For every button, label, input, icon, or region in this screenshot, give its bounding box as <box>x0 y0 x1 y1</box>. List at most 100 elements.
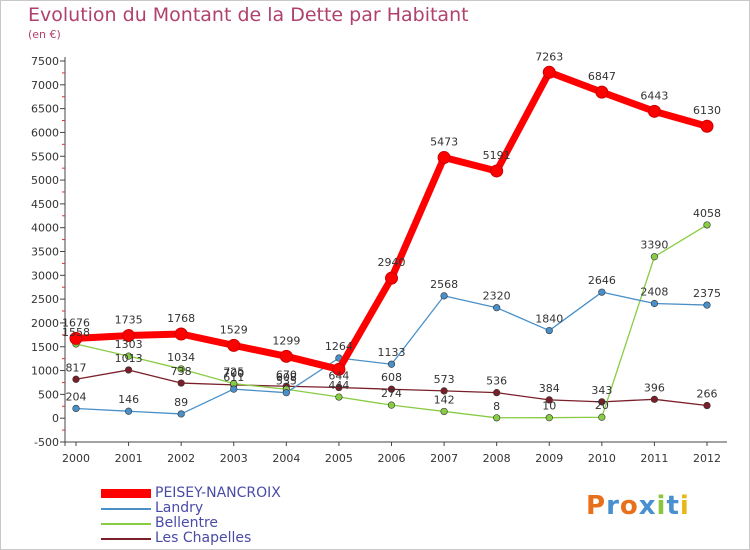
data-point <box>279 349 293 363</box>
series-lines <box>69 65 714 422</box>
data-label: 1034 <box>167 351 195 364</box>
logo-letter: i <box>679 491 690 521</box>
data-label: 611 <box>223 371 244 384</box>
data-point <box>650 253 659 261</box>
data-label: 2375 <box>693 287 721 300</box>
x-tick-label: 2012 <box>693 452 721 465</box>
data-label: 2940 <box>378 256 406 269</box>
data-point <box>177 365 185 373</box>
data-label: 396 <box>644 381 665 394</box>
data-point <box>703 401 711 410</box>
data-point <box>598 288 606 296</box>
x-tick-label: 2008 <box>483 452 511 465</box>
data-label: 536 <box>486 375 507 388</box>
y-tick-label: 7000 <box>31 79 59 92</box>
x-tick-label: 2001 <box>115 452 143 465</box>
data-label: 142 <box>434 393 455 406</box>
data-point <box>230 385 238 393</box>
data-label: 4058 <box>693 207 721 220</box>
logo-letter: r <box>606 491 620 521</box>
legend-label: Bellentre <box>155 515 219 531</box>
x-tick-label: 2005 <box>325 452 353 465</box>
data-point <box>282 389 290 397</box>
data-point <box>545 414 553 422</box>
data-point <box>493 414 501 422</box>
data-label: 10 <box>542 400 556 413</box>
data-point <box>387 360 396 368</box>
data-point <box>650 299 659 308</box>
data-point <box>387 385 396 393</box>
data-label: 1529 <box>220 323 248 336</box>
data-point <box>703 301 711 309</box>
data-label: 738 <box>171 365 192 378</box>
data-label: 725 <box>223 366 244 379</box>
data-point <box>545 396 553 404</box>
x-tick-label: 2006 <box>378 452 406 465</box>
legend-swatch <box>101 523 151 525</box>
data-point <box>124 407 133 415</box>
y-tick-label: 2500 <box>31 293 59 306</box>
data-label: 5191 <box>483 149 511 162</box>
legend-swatch <box>101 538 151 540</box>
data-point <box>703 221 711 229</box>
data-label: 700 <box>223 367 244 380</box>
x-tick-label: 2004 <box>272 452 300 465</box>
data-label: 535 <box>276 375 297 388</box>
y-tick-label: 5000 <box>31 174 59 187</box>
x-tick-label: 2009 <box>535 452 563 465</box>
y-tick-label: 2000 <box>31 317 59 330</box>
data-label: 6130 <box>693 104 721 117</box>
data-point <box>595 85 609 99</box>
data-label: 1133 <box>378 346 406 359</box>
y-tick-label: 3500 <box>31 246 59 259</box>
x-tick-label: 2011 <box>640 452 668 465</box>
y-tick-label: 1000 <box>31 365 59 378</box>
data-label: 2568 <box>430 278 458 291</box>
y-tick-label: 4000 <box>31 222 59 235</box>
data-label: 266 <box>697 388 718 401</box>
data-label: 2646 <box>588 274 616 287</box>
legend-swatch <box>101 489 151 498</box>
axes: -500 0 500 1000 1500 2000 2500 3000 3500 4000 4500… <box>31 55 727 465</box>
data-point <box>598 413 606 421</box>
legend-swatch <box>101 508 151 510</box>
data-label: 146 <box>118 393 139 406</box>
data-label: 6847 <box>588 70 616 83</box>
y-tick-label: 500 <box>38 388 59 401</box>
data-point <box>647 104 661 118</box>
data-point <box>124 366 133 374</box>
data-label: 2320 <box>483 290 511 303</box>
data-label: 384 <box>539 382 560 395</box>
data-point <box>174 327 188 341</box>
data-point <box>440 407 448 416</box>
data-label: 608 <box>276 371 297 384</box>
legend-label: Les Chapelles <box>155 530 252 546</box>
data-label: 2408 <box>640 286 668 299</box>
data-point <box>490 164 504 178</box>
data-point <box>440 387 448 395</box>
data-point <box>332 362 346 376</box>
data-label: 1299 <box>272 334 300 347</box>
data-label: 1735 <box>115 314 143 327</box>
logo-letter: o <box>619 491 639 521</box>
data-label: 1303 <box>115 338 143 351</box>
data-point <box>493 389 501 397</box>
data-point <box>335 393 343 401</box>
y-tick-label: -500 <box>34 436 59 449</box>
data-label: 343 <box>591 384 612 397</box>
data-label: 670 <box>276 368 297 381</box>
data-labels: 817 1013 738 700 670 644 608 573 536 384 343 396 266… <box>62 50 721 413</box>
y-tick-label: 6000 <box>31 126 59 139</box>
data-label: 817 <box>66 361 87 374</box>
data-point <box>124 352 133 360</box>
data-point <box>177 410 185 418</box>
data-point <box>700 119 714 133</box>
data-point <box>385 271 398 285</box>
data-label: 7263 <box>535 50 563 63</box>
proxiti-logo: Proxiti <box>586 491 690 521</box>
data-label: 1558 <box>62 326 90 339</box>
x-tick-label: 2010 <box>588 452 616 465</box>
data-label: 1840 <box>535 313 563 326</box>
